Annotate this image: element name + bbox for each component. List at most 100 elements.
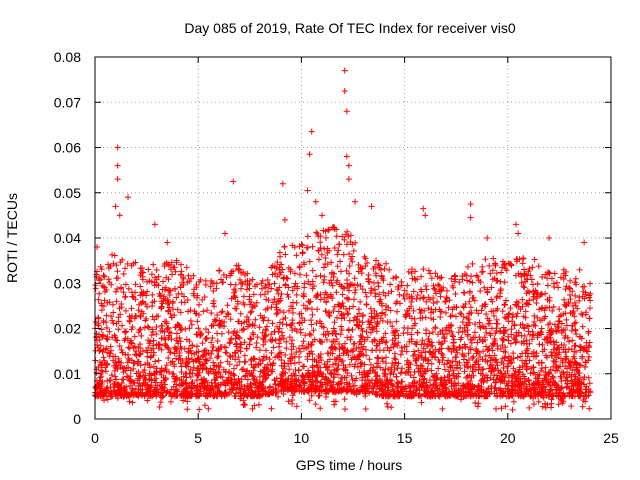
data-point bbox=[388, 377, 395, 384]
data-point bbox=[284, 275, 291, 282]
data-point bbox=[281, 243, 288, 250]
data-point bbox=[262, 282, 269, 289]
data-point bbox=[316, 387, 323, 394]
data-point bbox=[246, 293, 253, 300]
data-point bbox=[401, 287, 408, 294]
data-point bbox=[552, 358, 559, 365]
data-point bbox=[237, 393, 244, 400]
data-point bbox=[161, 385, 168, 392]
data-point bbox=[100, 283, 107, 290]
data-point bbox=[558, 341, 565, 348]
data-point bbox=[441, 361, 448, 368]
data-point bbox=[148, 353, 155, 360]
data-point bbox=[546, 270, 553, 277]
data-point bbox=[562, 393, 569, 400]
data-point bbox=[95, 296, 102, 303]
data-point bbox=[211, 303, 218, 310]
data-point bbox=[379, 392, 386, 399]
data-point bbox=[122, 281, 129, 288]
data-point bbox=[410, 392, 417, 399]
data-point bbox=[261, 291, 268, 298]
data-point bbox=[573, 281, 580, 288]
data-point bbox=[142, 317, 149, 324]
data-point bbox=[266, 391, 273, 398]
data-point bbox=[380, 289, 387, 296]
data-point bbox=[332, 330, 339, 337]
data-point bbox=[153, 267, 160, 274]
data-point bbox=[144, 278, 151, 285]
data-point bbox=[344, 295, 351, 302]
data-point bbox=[571, 355, 578, 362]
data-point bbox=[246, 370, 253, 377]
data-point bbox=[243, 286, 250, 293]
data-point bbox=[224, 358, 231, 365]
data-point bbox=[269, 366, 276, 373]
data-point bbox=[114, 395, 121, 402]
data-point bbox=[519, 362, 526, 369]
data-point bbox=[223, 350, 230, 357]
data-point bbox=[157, 327, 164, 334]
data-point bbox=[525, 323, 532, 330]
data-point bbox=[210, 359, 217, 366]
data-point bbox=[142, 361, 149, 368]
data-point bbox=[335, 247, 342, 254]
data-point bbox=[550, 338, 557, 345]
data-point bbox=[113, 336, 120, 343]
data-point bbox=[178, 363, 185, 370]
data-point bbox=[445, 324, 452, 331]
data-point bbox=[313, 358, 320, 365]
data-point bbox=[422, 212, 429, 219]
data-point bbox=[425, 341, 432, 348]
data-point bbox=[278, 357, 285, 364]
data-point bbox=[313, 273, 320, 280]
data-point bbox=[126, 345, 133, 352]
data-point bbox=[302, 332, 309, 339]
data-point bbox=[441, 381, 448, 388]
data-point bbox=[296, 311, 303, 318]
data-point bbox=[369, 347, 376, 354]
data-point bbox=[132, 281, 139, 288]
data-point bbox=[323, 336, 330, 343]
data-point bbox=[251, 363, 258, 370]
data-point bbox=[351, 296, 358, 303]
data-point bbox=[343, 241, 350, 248]
data-point bbox=[317, 351, 324, 358]
data-point bbox=[331, 327, 338, 334]
data-point bbox=[566, 390, 573, 397]
data-point bbox=[231, 328, 238, 335]
data-point bbox=[243, 368, 250, 375]
data-point bbox=[314, 306, 321, 313]
data-point bbox=[433, 290, 440, 297]
data-point bbox=[493, 307, 500, 314]
data-point bbox=[209, 279, 216, 286]
data-point bbox=[135, 307, 142, 314]
data-point bbox=[217, 276, 224, 283]
data-point bbox=[114, 176, 121, 183]
data-point bbox=[277, 261, 284, 268]
data-point bbox=[483, 392, 490, 399]
data-point bbox=[125, 285, 132, 292]
data-point bbox=[440, 354, 447, 361]
data-point bbox=[334, 314, 341, 321]
data-point bbox=[103, 319, 110, 326]
data-point bbox=[404, 357, 411, 364]
data-point bbox=[103, 392, 110, 399]
data-point bbox=[460, 289, 467, 296]
data-point bbox=[457, 344, 464, 351]
data-point bbox=[309, 285, 316, 292]
data-point bbox=[177, 261, 184, 268]
data-point bbox=[441, 335, 448, 342]
data-point bbox=[525, 377, 532, 384]
data-point bbox=[207, 355, 214, 362]
data-point bbox=[296, 263, 303, 270]
data-point bbox=[213, 285, 220, 292]
data-point bbox=[194, 390, 201, 397]
data-point bbox=[411, 315, 418, 322]
data-point bbox=[563, 322, 570, 329]
data-point bbox=[326, 280, 333, 287]
data-point bbox=[360, 343, 367, 350]
data-point bbox=[287, 322, 294, 329]
data-point bbox=[122, 307, 129, 314]
data-point bbox=[289, 327, 296, 334]
data-point bbox=[240, 325, 247, 332]
